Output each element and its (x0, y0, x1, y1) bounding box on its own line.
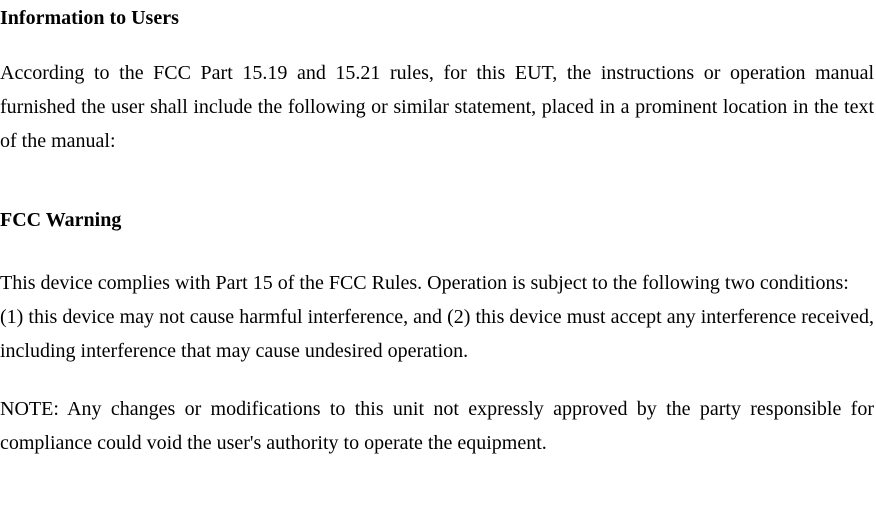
document-page: Information to Users According to the FC… (0, 0, 876, 508)
paragraph-intro: According to the FCC Part 15.19 and 15.2… (0, 56, 874, 158)
paragraph-compliance: This device complies with Part 15 of the… (0, 266, 874, 300)
paragraph-note: NOTE: Any changes or modifications to th… (0, 392, 874, 460)
spacer (0, 384, 874, 392)
section-heading-fcc-warning: FCC Warning (0, 208, 874, 232)
spacer (0, 174, 874, 208)
spacer (0, 258, 874, 266)
paragraph-conditions: (1) this device may not cause harmful in… (0, 300, 874, 368)
section-heading-info-to-users: Information to Users (0, 6, 874, 30)
